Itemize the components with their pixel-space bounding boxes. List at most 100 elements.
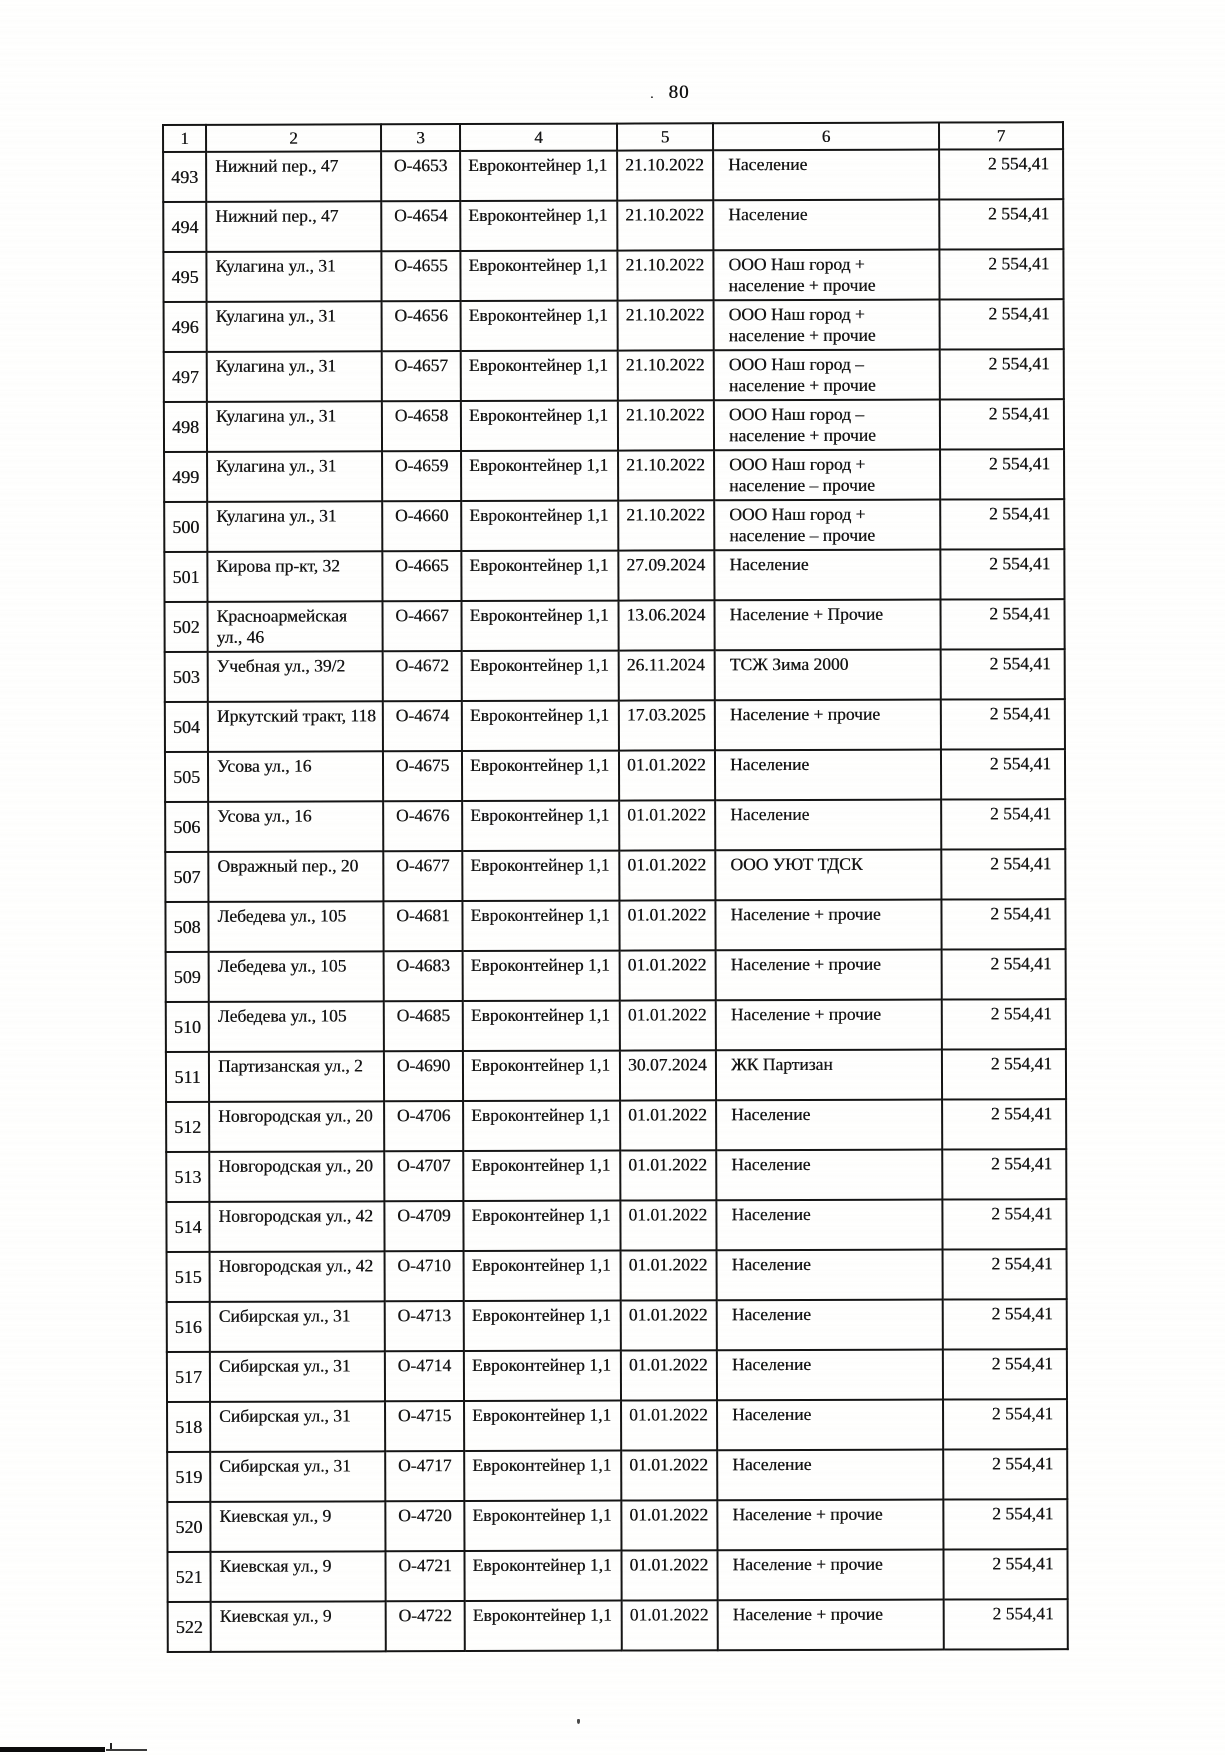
- cell-container-type: Евроконтейнер 1,1: [461, 600, 619, 652]
- cell-row-number: 493: [163, 151, 207, 202]
- table-row: 516 Сибирская ул., 31 О-4713 Евроконтейн…: [166, 1299, 1067, 1352]
- cell-consumer: Население + прочие: [717, 1499, 944, 1551]
- table-row: 511 Партизанская ул., 2 О-4690 Евроконте…: [165, 1049, 1067, 1102]
- table-row: 493 Нижний пер., 47 О-4653 Евроконтейнер…: [163, 149, 1064, 202]
- cell-row-number: 507: [165, 851, 209, 902]
- cell-date: 01.01.2022: [621, 1600, 718, 1651]
- cell-container-type: Евроконтейнер 1,1: [463, 1150, 621, 1202]
- cell-tariff-value: 2 554,41: [941, 899, 1066, 950]
- table-row: 505 Усова ул., 16 О-4675 Евроконтейнер 1…: [164, 749, 1066, 802]
- cell-date: 01.01.2022: [620, 1300, 717, 1351]
- cell-container-code: О-4677: [383, 851, 463, 902]
- table-row: 517 Сибирская ул., 31 О-4714 Евроконтейн…: [166, 1349, 1068, 1402]
- table-row: 497 Кулагина ул., 31 О-4657 Евроконтейне…: [163, 349, 1064, 402]
- cell-date: 21.10.2022: [617, 250, 714, 301]
- cell-address: Усова ул., 16: [208, 801, 384, 852]
- table-row: 509 Лебедева ул., 105 О-4683 Евроконтейн…: [165, 949, 1066, 1002]
- cell-date: 01.01.2022: [620, 1150, 717, 1201]
- cell-address: Лебедева ул., 105: [208, 901, 384, 952]
- table-row: 518 Сибирская ул., 31 О-4715 Евроконтейн…: [167, 1399, 1068, 1452]
- table-row: 508 Лебедева ул., 105 О-4681 Евроконтейн…: [165, 899, 1066, 952]
- cell-date: 01.01.2022: [619, 950, 716, 1001]
- cell-consumer: Население: [713, 149, 940, 201]
- cell-row-number: 521: [167, 1551, 211, 1602]
- cell-consumer: Население: [714, 549, 941, 601]
- cell-row-number: 504: [164, 701, 208, 752]
- cell-row-number: 515: [166, 1251, 210, 1302]
- cell-consumer: Население + прочие: [715, 899, 942, 951]
- cell-date: 01.01.2022: [621, 1500, 718, 1551]
- cell-address: Лебедева ул., 105: [208, 1001, 384, 1052]
- cell-row-number: 506: [165, 801, 209, 852]
- cell-address: Иркутский тракт, 118: [207, 701, 383, 752]
- cell-consumer: Население: [716, 1349, 944, 1401]
- cell-consumer: Население + прочие: [717, 1549, 944, 1601]
- cell-container-code: О-4676: [383, 801, 463, 852]
- cell-container-type: Евроконтейнер 1,1: [460, 300, 618, 352]
- cell-tariff-value: 2 554,41: [942, 1149, 1067, 1200]
- cell-address: Киевская ул., 9: [210, 1501, 386, 1552]
- cell-address: Новгородская ул., 42: [209, 1251, 385, 1302]
- cell-tariff-value: 2 554,41: [940, 499, 1065, 550]
- cell-container-code: О-4672: [382, 651, 462, 702]
- table-row: 521 Киевская ул., 9 О-4721 Евроконтейнер…: [167, 1549, 1068, 1602]
- cell-container-code: О-4653: [381, 151, 461, 202]
- cell-address: Овражный пер., 20: [208, 851, 384, 902]
- cell-container-code: О-4722: [385, 1601, 465, 1652]
- cell-tariff-value: 2 554,41: [942, 1249, 1067, 1300]
- cell-date: 21.10.2022: [618, 500, 715, 551]
- column-header-4: 4: [460, 123, 618, 152]
- cell-tariff-value: 2 554,41: [939, 399, 1065, 450]
- cell-row-number: 519: [167, 1451, 211, 1502]
- cell-date: 17.03.2025: [618, 700, 715, 751]
- cell-container-type: Евроконтейнер 1,1: [461, 500, 619, 552]
- cell-container-type: Евроконтейнер 1,1: [461, 650, 619, 702]
- table-row: 512 Новгородская ул., 20 О-4706 Евроконт…: [166, 1099, 1067, 1152]
- cell-consumer: Население: [713, 199, 940, 251]
- cell-container-type: Евроконтейнер 1,1: [460, 150, 618, 202]
- cell-tariff-value: 2 554,41: [941, 799, 1066, 850]
- table-row: 507 Овражный пер., 20 О-4677 Евроконтейн…: [165, 849, 1066, 902]
- cell-row-number: 510: [165, 1001, 209, 1052]
- table-row: 519 Сибирская ул., 31 О-4717 Евроконтейн…: [167, 1449, 1068, 1502]
- cell-container-type: Евроконтейнер 1,1: [462, 850, 620, 902]
- cell-container-code: О-4675: [382, 751, 463, 802]
- cell-container-type: Евроконтейнер 1,1: [464, 1400, 622, 1452]
- cell-address: Сибирская ул., 31: [209, 1351, 386, 1402]
- cell-consumer: ООО Наш город + население – прочие: [714, 499, 941, 551]
- cell-container-code: О-4706: [384, 1101, 464, 1152]
- cell-container-code: О-4674: [382, 701, 462, 752]
- cell-row-number: 502: [164, 601, 208, 652]
- cell-container-code: О-4657: [381, 351, 461, 402]
- cell-tariff-value: 2 554,41: [943, 1449, 1068, 1500]
- cell-consumer: Население: [714, 749, 942, 801]
- table-row: 498 Кулагина ул., 31 О-4658 Евроконтейне…: [163, 399, 1065, 452]
- table-row: 515 Новгородская ул., 42 О-4710 Евроконт…: [166, 1249, 1067, 1302]
- cell-tariff-value: 2 554,41: [943, 1499, 1068, 1550]
- table-row: 510 Лебедева ул., 105 О-4685 Евроконтейн…: [165, 999, 1066, 1052]
- cell-tariff-value: 2 554,41: [942, 1099, 1067, 1150]
- cell-date: 01.01.2022: [620, 1350, 718, 1401]
- cell-consumer: Население + прочие: [715, 999, 942, 1051]
- cell-date: 30.07.2024: [619, 1050, 717, 1101]
- table-row: 499 Кулагина ул., 31 О-4659 Евроконтейне…: [164, 449, 1065, 502]
- cell-row-number: 520: [167, 1501, 211, 1552]
- table-row: 502 Красноармейская ул., 46 О-4667 Еврок…: [164, 599, 1065, 652]
- table-row: 506 Усова ул., 16 О-4676 Евроконтейнер 1…: [165, 799, 1066, 852]
- cell-tariff-value: 2 554,41: [942, 1349, 1068, 1400]
- cell-address: Новгородская ул., 20: [209, 1151, 385, 1202]
- cell-tariff-value: 2 554,41: [942, 1199, 1067, 1250]
- cell-container-code: О-4665: [382, 551, 462, 602]
- cell-container-code: О-4715: [385, 1401, 465, 1452]
- cell-tariff-value: 2 554,41: [940, 749, 1066, 800]
- cell-container-type: Евроконтейнер 1,1: [464, 1550, 622, 1602]
- cell-row-number: 505: [164, 751, 209, 802]
- cell-consumer: Население: [716, 1149, 943, 1201]
- cell-row-number: 503: [164, 651, 208, 702]
- cell-container-type: Евроконтейнер 1,1: [460, 350, 618, 402]
- cell-tariff-value: 2 554,41: [939, 249, 1064, 300]
- cell-tariff-value: 2 554,41: [941, 949, 1066, 1000]
- cell-row-number: 495: [163, 251, 207, 302]
- cell-container-type: Евроконтейнер 1,1: [462, 1050, 621, 1102]
